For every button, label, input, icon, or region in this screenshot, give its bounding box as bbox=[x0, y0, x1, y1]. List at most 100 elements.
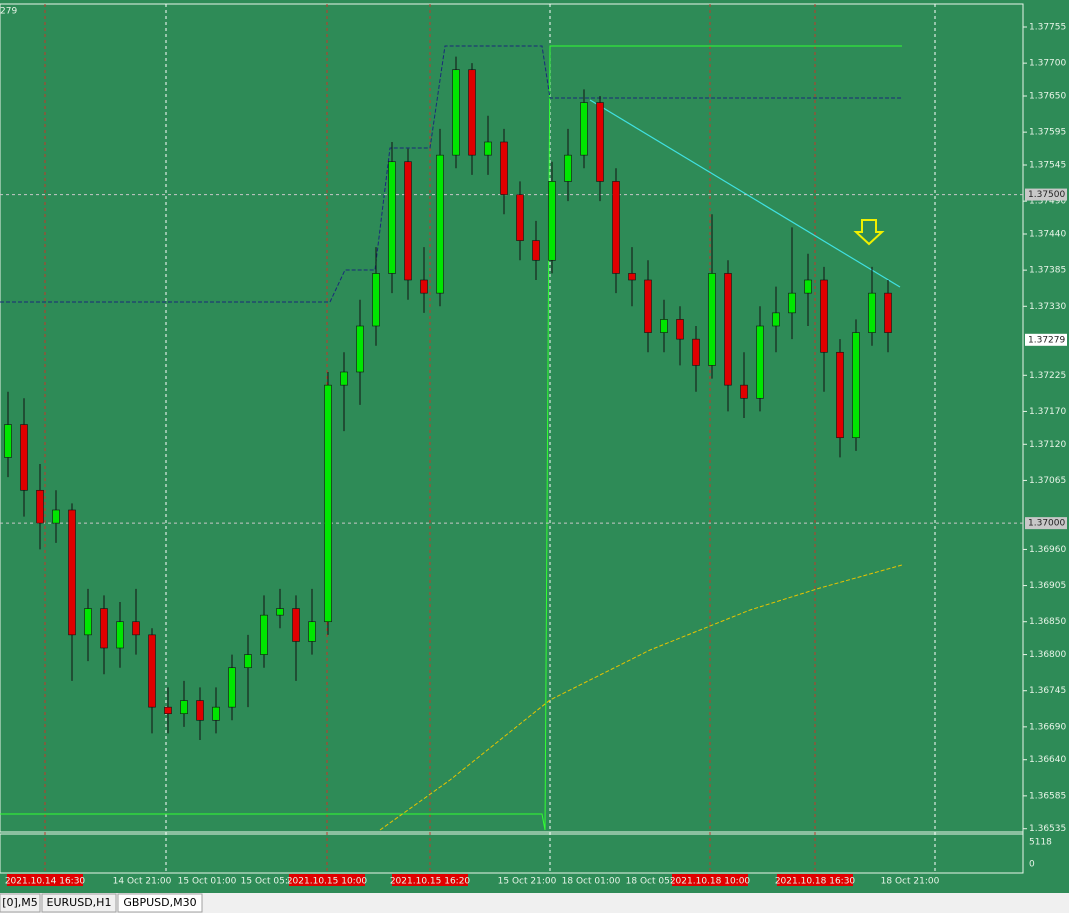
candle-body bbox=[164, 706, 172, 715]
candle-body bbox=[148, 634, 156, 708]
candle-body bbox=[308, 621, 316, 642]
y-tick-label: 1.37545 bbox=[1029, 161, 1066, 171]
level-label: 1.37500 bbox=[1028, 190, 1065, 200]
candle-body bbox=[292, 608, 300, 642]
tab[interactable] bbox=[0, 893, 41, 913]
candle-body bbox=[212, 706, 220, 721]
candle-body bbox=[52, 509, 60, 524]
y-tick-label: 1.37650 bbox=[1029, 92, 1066, 102]
candle-body bbox=[500, 141, 508, 195]
y-tick-label: 1.37700 bbox=[1029, 59, 1066, 69]
volume-label: 5118 bbox=[1029, 838, 1052, 848]
candle-body bbox=[84, 608, 92, 636]
candle-body bbox=[132, 621, 140, 636]
moving-average bbox=[379, 564, 903, 831]
candle-body bbox=[628, 273, 636, 281]
level-tag bbox=[1025, 517, 1067, 530]
time-label: 14 Oct 21:00 bbox=[113, 877, 172, 887]
candle-body bbox=[564, 154, 572, 182]
tab-label[interactable]: [0],M5 bbox=[2, 896, 38, 909]
y-tick-label: 1.37755 bbox=[1029, 23, 1066, 33]
time-label: 15 Oct 05:00 bbox=[241, 877, 300, 887]
tab[interactable] bbox=[117, 893, 203, 913]
y-tick-label: 1.37490 bbox=[1029, 197, 1066, 207]
y-tick-label: 1.37120 bbox=[1029, 440, 1066, 450]
candle-body bbox=[484, 141, 492, 156]
time-label: 2021.10.15 10:00 bbox=[287, 877, 368, 887]
candle-body bbox=[756, 325, 764, 399]
candle-body bbox=[420, 279, 428, 294]
y-tick-label: 1.36800 bbox=[1029, 650, 1066, 660]
y-tick-label: 1.37595 bbox=[1029, 128, 1066, 138]
y-tick-label: 1.36850 bbox=[1029, 617, 1066, 627]
candle-body bbox=[708, 273, 716, 366]
candle-body bbox=[196, 700, 204, 721]
y-tick-label: 1.37385 bbox=[1029, 266, 1066, 276]
time-highlight bbox=[672, 874, 748, 886]
level-label: 1.37000 bbox=[1028, 519, 1065, 529]
candle-body bbox=[660, 319, 668, 333]
y-tick-label: 1.37065 bbox=[1029, 476, 1066, 486]
candle-body bbox=[884, 292, 892, 333]
candle-body bbox=[772, 312, 780, 327]
level-tag bbox=[1025, 188, 1067, 201]
tabs: [0],M5 EURUSD,H1 GBPUSD,M30 bbox=[0, 893, 203, 913]
candle-body bbox=[580, 102, 588, 156]
candle-body bbox=[452, 69, 460, 156]
time-label: 2021.10.18 10:00 bbox=[670, 877, 751, 887]
time-highlight bbox=[392, 874, 468, 886]
candle-body bbox=[100, 608, 108, 649]
candle-body bbox=[676, 319, 684, 340]
candle-body bbox=[612, 181, 620, 274]
candle-body bbox=[596, 102, 604, 182]
corner-label: 279 bbox=[0, 7, 17, 17]
y-tick-label: 1.37170 bbox=[1029, 407, 1066, 417]
level-label: 1.37279 bbox=[1028, 335, 1065, 345]
volume-label: 0 bbox=[1029, 860, 1035, 870]
y-tick-label: 1.36960 bbox=[1029, 545, 1066, 555]
time-label: 18 Oct 01:00 bbox=[562, 877, 621, 887]
candle-body bbox=[4, 424, 12, 458]
tab[interactable] bbox=[41, 893, 117, 913]
signal-arrow bbox=[853, 219, 885, 246]
candle-body bbox=[36, 489, 44, 524]
level-tag bbox=[1025, 333, 1067, 346]
candle-body bbox=[436, 154, 444, 294]
candle-body bbox=[644, 279, 652, 333]
candle-body bbox=[20, 424, 28, 491]
candle-body bbox=[724, 273, 732, 386]
time-label: 18 Oct 05:00 bbox=[626, 877, 685, 887]
y-tick-label: 1.36745 bbox=[1029, 686, 1066, 696]
candle-body bbox=[324, 384, 332, 623]
time-highlight bbox=[777, 874, 853, 886]
time-label: 18 Oct 21:00 bbox=[881, 877, 940, 887]
tab-label[interactable]: GBPUSD,M30 bbox=[123, 896, 196, 909]
y-tick-label: 1.37440 bbox=[1029, 230, 1066, 240]
candle-body bbox=[244, 654, 252, 669]
candle-body bbox=[356, 325, 364, 373]
candle-body bbox=[516, 194, 524, 241]
y-tick-label: 1.36585 bbox=[1029, 791, 1066, 801]
candle-body bbox=[820, 279, 828, 353]
y-tick-label: 1.36905 bbox=[1029, 581, 1066, 591]
y-tick-label: 1.36535 bbox=[1029, 824, 1066, 834]
candle-body bbox=[388, 161, 396, 274]
y-tick-label: 1.36640 bbox=[1029, 755, 1066, 765]
time-highlight bbox=[7, 874, 83, 886]
time-label: 15 Oct 21:00 bbox=[498, 877, 557, 887]
candle-body bbox=[804, 279, 812, 294]
candle-body bbox=[180, 700, 188, 715]
candle-body bbox=[340, 371, 348, 386]
candle-body bbox=[116, 621, 124, 649]
candle-body bbox=[868, 292, 876, 333]
candle-body bbox=[836, 351, 844, 439]
time-label: 2021.10.18 16:30 bbox=[775, 877, 856, 887]
y-tick-label: 1.37225 bbox=[1029, 371, 1066, 381]
candle-body bbox=[468, 69, 476, 156]
tab-label[interactable]: EURUSD,H1 bbox=[47, 896, 112, 909]
candle-body bbox=[788, 292, 796, 314]
time-label: 2021.10.15 16:20 bbox=[390, 877, 471, 887]
range-line bbox=[0, 45, 902, 831]
